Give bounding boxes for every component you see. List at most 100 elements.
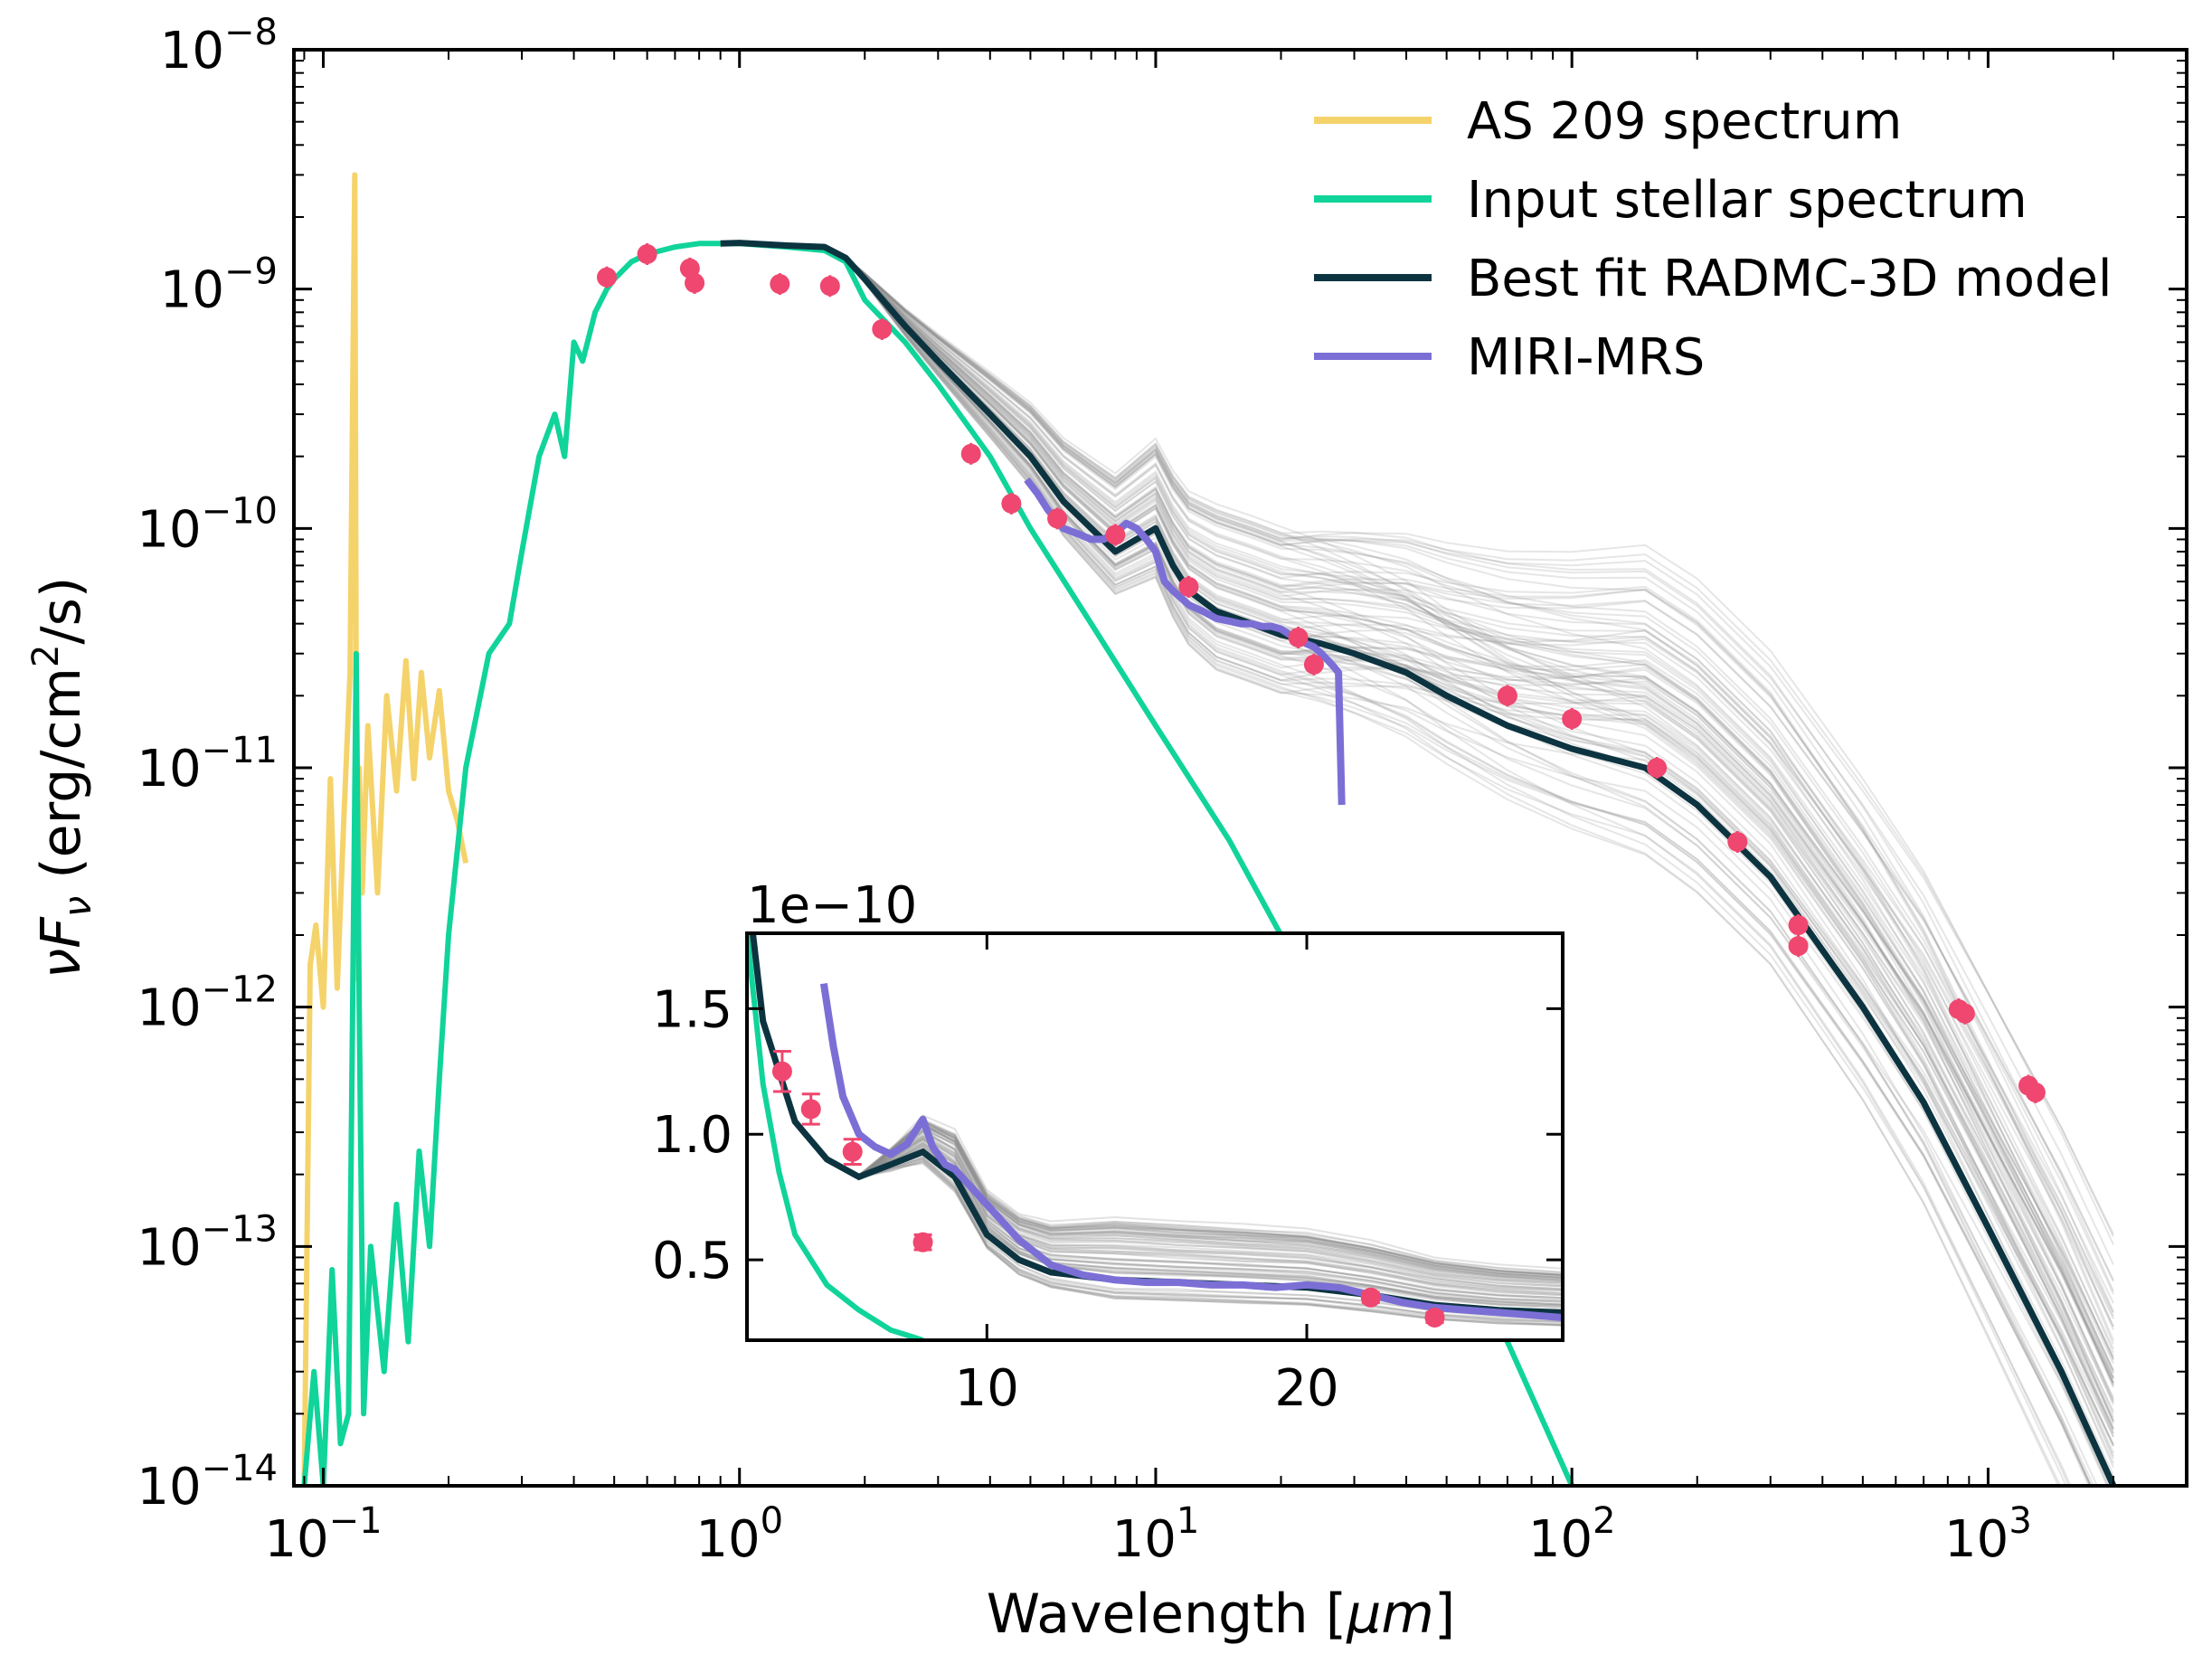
x-axis-title: Wavelength [μm] [987, 1583, 1455, 1646]
photometry-point [1788, 915, 1809, 936]
model-grid-line [720, 241, 2062, 1486]
model-grid-line [720, 241, 2114, 1384]
inset-frame [745, 931, 1564, 1342]
photometry-point [1001, 493, 1022, 514]
model-grid-line [720, 241, 2114, 1245]
model-grid-line [720, 241, 2114, 1313]
model-grid-line [720, 241, 2114, 1423]
model-grid-line [720, 241, 2114, 1238]
inset-x-tick-label: 20 [1274, 1359, 1338, 1418]
model-grid-line [720, 241, 2114, 1354]
photometry-point [1303, 654, 1324, 675]
model-grid-line [720, 241, 2114, 1281]
model-grid-line [720, 241, 2114, 1345]
photometry-point [770, 274, 790, 295]
model-grid-line [720, 241, 2114, 1378]
inset-photometry-point [1360, 1287, 1381, 1308]
model-grid-line [720, 241, 2092, 1486]
photometry-point [1954, 1003, 1975, 1024]
photometry-point [819, 276, 840, 297]
legend-label: AS 209 spectrum [1467, 92, 1902, 151]
model-grid-line [720, 241, 2114, 1318]
photometry-point [1178, 576, 1199, 597]
inset-photometry-point [1424, 1308, 1445, 1328]
y-tick-label: 10−9 [160, 251, 278, 320]
legend: AS 209 spectrum Input stellar spectrum Bes… [1314, 92, 2112, 387]
x-tick-label: 102 [1528, 1500, 1616, 1569]
y-tick-label: 10−10 [137, 490, 278, 559]
inset-photometry-point [800, 1099, 821, 1120]
inset-x-tick-label: 10 [955, 1359, 1019, 1418]
inset-offset-text: 1e−10 [747, 876, 917, 935]
inset-photometry-point [912, 1232, 933, 1252]
inset-y-tick-label: 1.5 [652, 980, 733, 1039]
model-grid-line [720, 241, 2114, 1359]
y-tick-label: 10−11 [137, 730, 278, 799]
photometry-points [597, 242, 2046, 1104]
inset-y-tick-label: 0.5 [652, 1232, 733, 1290]
x-tick-label: 103 [1944, 1500, 2032, 1569]
model-grid-line [720, 241, 2114, 1295]
photometry-point [685, 272, 705, 293]
photometry-point [1105, 525, 1126, 545]
model-grid-line [720, 241, 2114, 1374]
photometry-point [1647, 758, 1668, 778]
stellar-spectrum-line [301, 241, 1574, 1486]
model-grid-line [720, 241, 2114, 1419]
model-grid-line [720, 241, 2072, 1486]
legend-label: Input stellar spectrum [1467, 171, 2028, 230]
photometry-point [1788, 936, 1809, 957]
y-tick-label: 10−12 [137, 969, 278, 1038]
model-grid-line [720, 241, 2114, 1434]
model-grid-line [720, 241, 2114, 1361]
model-grid-line [720, 241, 2114, 1328]
photometry-point [960, 443, 981, 464]
photometry-point [597, 267, 618, 288]
model-grid-line [720, 241, 2114, 1235]
photometry-point [1288, 628, 1309, 648]
photometry-point [1562, 708, 1583, 729]
inset-y-tick-label: 1.0 [652, 1106, 733, 1165]
model-grid-line [720, 241, 2093, 1486]
model-grid-line [720, 241, 2114, 1265]
model-grid-line [720, 241, 2109, 1486]
model-grid-line [720, 241, 2114, 1384]
inset-photometry-point [842, 1141, 863, 1162]
model-grid-line [720, 241, 2070, 1486]
y-tick-label: 10−13 [137, 1208, 278, 1277]
model-grid-line [720, 241, 2114, 1341]
inset-photometry-point [771, 1061, 792, 1082]
photometry-point [1047, 508, 1068, 529]
photometry-point [1497, 685, 1517, 706]
model-grid-line [720, 241, 2114, 1349]
model-grid-line [720, 241, 2114, 1423]
radmc-model-grid [720, 241, 2114, 1486]
model-grid-line [720, 241, 2114, 1406]
inset-miri-line [819, 982, 1563, 1321]
y-tick-label: 10−14 [137, 1448, 278, 1517]
photometry-point [872, 318, 893, 339]
model-grid-line [720, 241, 2114, 1422]
inset-content [747, 933, 1563, 1340]
model-grid-line [720, 241, 2114, 1432]
legend-label: MIRI-MRS [1467, 328, 1705, 387]
inset-plot: 10 20 0.5 1.0 1.51e−10 [652, 876, 1564, 1418]
x-tick-label: 101 [1112, 1500, 1200, 1569]
miri-mrs-line [1024, 477, 1346, 806]
photometry-point [2025, 1082, 2046, 1103]
y-tick-label: 10−8 [160, 12, 278, 80]
model-grid-line [720, 241, 2114, 1292]
inset-background [747, 933, 1563, 1340]
main-axes: 10−1 100 101 102 103 10−14 10−13 10−12 10−11 10−1… [137, 12, 2188, 1569]
photometry-point [637, 243, 657, 264]
model-grid-line [720, 241, 2114, 1379]
photometry-point [1727, 831, 1748, 852]
model-grid-line [720, 241, 2114, 1457]
x-tick-label: 10−1 [264, 1500, 382, 1569]
model-grid-line [720, 241, 2114, 1429]
model-grid-line [720, 241, 2114, 1365]
model-grid-line [720, 241, 2092, 1486]
model-grid-line [720, 241, 2114, 1404]
model-grid-line [720, 241, 2114, 1447]
